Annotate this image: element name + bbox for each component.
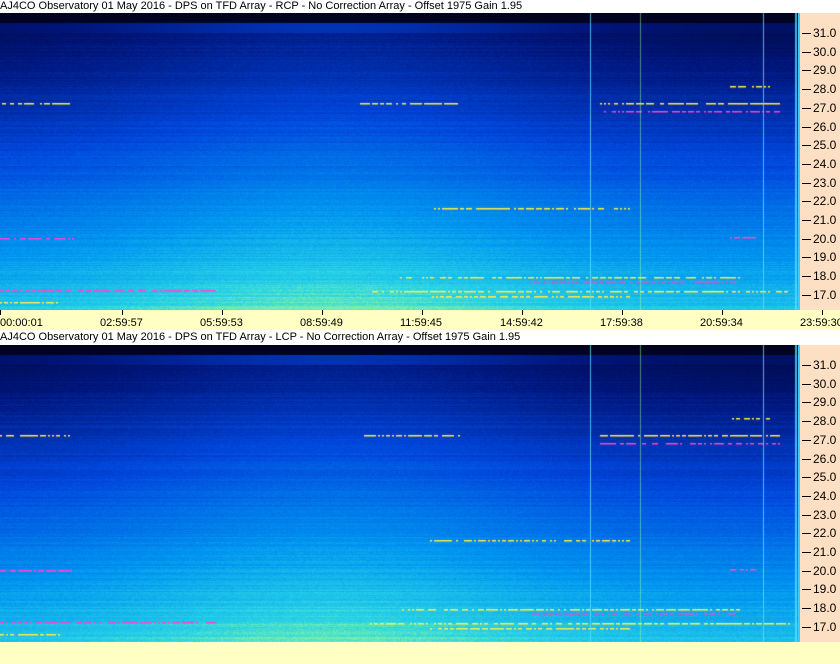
frequency-tick — [802, 276, 811, 278]
frequency-tick — [802, 570, 811, 572]
frequency-tick — [802, 626, 811, 628]
frequency-tick — [802, 402, 811, 404]
time-label: 17:59:38 — [600, 317, 643, 329]
time-label: 02:59:57 — [100, 317, 143, 329]
time-tick — [422, 310, 423, 315]
frequency-label: 27.0 — [813, 100, 837, 115]
time-label: 00:00:01 — [0, 317, 43, 329]
time-tick — [122, 310, 123, 315]
time-axis: 00:00:01 02:59:57 05:59:53 08:59:49 11:59:45… — [0, 310, 840, 330]
frequency-label: 31.0 — [813, 26, 837, 40]
frequency-tick — [802, 477, 811, 479]
bottom-status-bar — [0, 642, 840, 664]
frequency-tick — [802, 33, 811, 34]
frequency-tick — [802, 70, 811, 72]
frequency-tick — [802, 163, 811, 165]
frequency-tick — [802, 514, 811, 516]
time-label: 23:59:30 — [800, 317, 840, 329]
frequency-label: 21.0 — [813, 213, 837, 227]
frequency-label: 23.0 — [813, 175, 837, 190]
time-tick — [822, 310, 823, 315]
panel-title-rcp: AJ4CO Observatory 01 May 2016 - DPS on T… — [0, 0, 840, 13]
frequency-tick — [802, 201, 811, 203]
frequency-label: 20.0 — [813, 563, 837, 578]
frequency-tick — [802, 145, 811, 147]
frequency-tick — [802, 458, 811, 460]
frequency-tick — [802, 533, 811, 535]
frequency-label: 28.0 — [813, 82, 837, 97]
frequency-label: 22.0 — [813, 194, 837, 209]
frequency-label: 22.0 — [813, 526, 837, 541]
frequency-tick — [802, 365, 811, 366]
frequency-label: 18.0 — [813, 601, 837, 616]
frequency-tick — [802, 552, 811, 553]
spectrogram-lcp — [0, 345, 798, 642]
time-label: 20:59:34 — [700, 317, 743, 329]
frequency-label: 17.0 — [813, 619, 837, 634]
time-tick — [322, 310, 323, 315]
time-label: 11:59:45 — [400, 317, 443, 329]
frequency-axis-lcp: 31.0 30.0 29.0 28.0 27.0 26.0 25.0 24.0 23.0 22.0… — [798, 345, 840, 642]
time-tick — [0, 310, 1, 315]
frequency-tick — [802, 238, 811, 240]
frequency-label: 23.0 — [813, 507, 837, 522]
frequency-axis-rcp: 31.0 30.0 29.0 28.0 27.0 26.0 25.0 24.0 23.0 22.0… — [798, 13, 840, 310]
frequency-tick — [802, 182, 811, 184]
time-label: 14:59:42 — [500, 317, 543, 329]
time-tick — [622, 310, 623, 315]
frequency-tick — [802, 126, 811, 128]
frequency-tick — [802, 383, 811, 385]
frequency-label: 24.0 — [813, 488, 837, 503]
frequency-tick — [802, 421, 811, 423]
frequency-label: 26.0 — [813, 451, 837, 466]
frequency-label: 20.0 — [813, 231, 837, 246]
time-tick — [522, 310, 523, 315]
frequency-label: 19.0 — [813, 250, 837, 265]
frequency-label: 25.0 — [813, 138, 837, 153]
frequency-label: 17.0 — [813, 287, 837, 302]
frequency-label: 29.0 — [813, 63, 837, 78]
frequency-label: 28.0 — [813, 414, 837, 429]
frequency-tick — [802, 89, 811, 91]
time-tick — [722, 310, 723, 315]
frequency-label: 29.0 — [813, 395, 837, 410]
time-label: 05:59:53 — [200, 317, 243, 329]
frequency-label: 24.0 — [813, 156, 837, 171]
frequency-tick — [802, 294, 811, 296]
frequency-label: 25.0 — [813, 470, 837, 485]
frequency-tick — [802, 220, 811, 221]
frequency-label: 30.0 — [813, 44, 837, 59]
frequency-label: 18.0 — [813, 269, 837, 284]
frequency-tick — [802, 107, 811, 109]
frequency-tick — [802, 495, 811, 497]
time-label: 08:59:49 — [300, 317, 343, 329]
frequency-tick — [802, 51, 811, 53]
frequency-tick — [802, 589, 811, 591]
panel-title-lcp: AJ4CO Observatory 01 May 2016 - DPS on T… — [0, 331, 840, 344]
frequency-label: 31.0 — [813, 358, 837, 372]
frequency-tick — [802, 439, 811, 441]
frequency-label: 27.0 — [813, 432, 837, 447]
frequency-label: 21.0 — [813, 545, 837, 559]
frequency-tick — [802, 608, 811, 610]
frequency-label: 19.0 — [813, 582, 837, 597]
frequency-tick — [802, 257, 811, 259]
frequency-label: 26.0 — [813, 119, 837, 134]
spectrogram-rcp — [0, 13, 798, 310]
frequency-label: 30.0 — [813, 376, 837, 391]
time-tick — [222, 310, 223, 315]
